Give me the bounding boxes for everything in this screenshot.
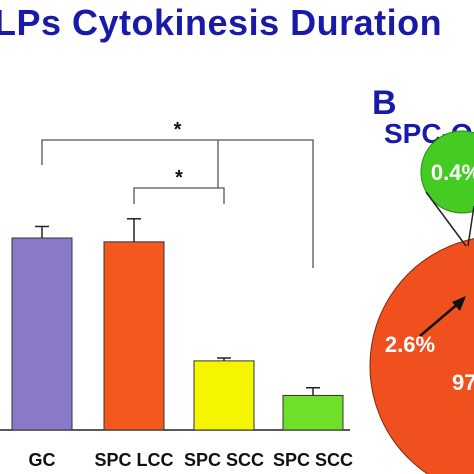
pie-label-2: 97 [452,370,474,395]
category-label-0: GC [29,450,56,470]
bar-3 [282,394,344,431]
category-label-2: SPC SCC [184,450,264,470]
category-label-1: SPC LCC [94,450,173,470]
bar-0 [11,237,73,431]
pie-slice-2 [369,238,474,474]
pie-arrow-shaft [419,301,461,337]
pie-label-0: 0.4% [431,160,474,185]
bar-2 [193,360,255,431]
bar-1 [103,241,165,431]
pie-arrow-head [452,296,466,311]
panel-b-letter: B [372,84,397,122]
significance-bracket-1 [133,187,225,204]
pie-inset-circle [420,130,474,214]
category-label-3: SPC SCC [273,450,353,470]
significance-bracket-0 [41,139,314,268]
significance-star-1: * [175,167,183,189]
significance-star-0: * [174,119,182,141]
pie-label-1: 2.6% [385,332,435,357]
zoom-line-left [425,191,467,247]
chart-title: LPs Cytokinesis Duration [0,2,443,43]
zoom-line-right [467,205,474,247]
